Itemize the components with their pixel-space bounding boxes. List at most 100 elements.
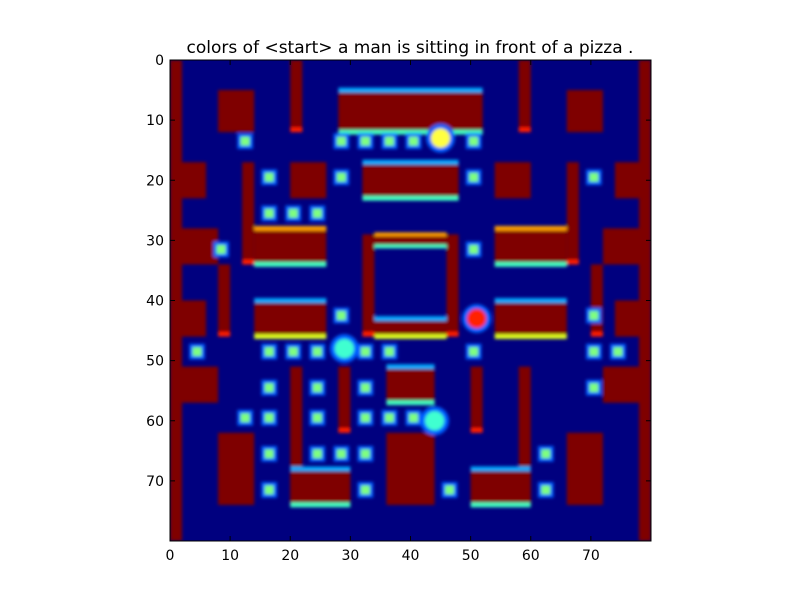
wall-edge-bottom [290, 502, 351, 508]
wall-block [590, 264, 603, 337]
wall-block [338, 90, 483, 133]
y-axis: 0 10 20 30 40 50 60 70 [146, 53, 651, 490]
wall-block [242, 162, 255, 265]
pellet [384, 413, 394, 423]
x-tick-label: 60 [522, 548, 540, 564]
y-tick-label: 0 [155, 53, 164, 69]
wall-block [374, 318, 447, 337]
wall-block [362, 234, 375, 337]
pellet [360, 413, 370, 423]
pellet [469, 136, 479, 146]
wall-edge-red [470, 427, 483, 433]
pellet [264, 485, 274, 495]
wall-block [386, 432, 435, 505]
wall-block [254, 300, 327, 337]
x-axis: 0 10 20 30 40 50 60 70 [166, 60, 600, 564]
pellet [336, 136, 346, 146]
pellet [445, 485, 455, 495]
y-tick-label: 60 [146, 414, 164, 430]
y-tick-label: 30 [146, 233, 164, 249]
sprite [334, 338, 354, 359]
x-tick-label: 10 [221, 548, 239, 564]
wall-edge-top [254, 225, 327, 231]
pellet [469, 347, 479, 357]
pellet [312, 413, 322, 423]
wall-edge-red [290, 127, 303, 133]
pellet [264, 449, 274, 459]
x-tick-label: 40 [402, 548, 420, 564]
pellet [264, 383, 274, 393]
wall-edge-red [338, 427, 351, 433]
wall-edge-top [470, 466, 531, 472]
wall-edge-top [386, 364, 435, 370]
pellet [589, 383, 599, 393]
sprite [430, 128, 451, 148]
pellet [216, 244, 226, 254]
sprite [424, 411, 445, 431]
x-tick-label: 70 [582, 548, 600, 564]
pellet [408, 413, 419, 423]
wall-edge-red [446, 331, 459, 337]
x-tick-label: 20 [281, 548, 299, 564]
wall-block [218, 90, 255, 133]
pellet [613, 347, 623, 357]
wall-edge-bottom [386, 400, 435, 406]
pellet [240, 413, 250, 423]
heatmap-image [170, 60, 651, 541]
pellet [469, 244, 479, 254]
pellet [384, 136, 394, 146]
wall-edge-red [218, 331, 231, 337]
pellet [360, 485, 370, 495]
pellet [312, 347, 322, 357]
pellet [589, 172, 599, 182]
pellet [264, 172, 274, 182]
pellet [336, 449, 346, 459]
wall-edge-red [242, 259, 255, 265]
pellet [469, 172, 479, 182]
wall-edge-top [374, 232, 447, 237]
sprite [467, 308, 487, 329]
wall-block [566, 162, 579, 265]
wall-block [566, 90, 603, 133]
wall-block [386, 366, 435, 403]
pellet [541, 485, 551, 495]
wall-block [362, 162, 459, 199]
pellet [360, 449, 370, 459]
pellet [264, 208, 274, 218]
wall-block [290, 60, 303, 133]
wall-block [446, 234, 459, 337]
pellet [312, 208, 322, 218]
wall-edge-top [374, 316, 447, 321]
wall-block [566, 432, 603, 505]
y-tick-label: 40 [146, 294, 164, 310]
x-tick-label: 50 [462, 548, 480, 564]
wall-block [182, 366, 219, 403]
x-tick-label: 0 [166, 548, 175, 564]
wall-block [254, 228, 327, 265]
pellet [589, 311, 599, 321]
wall-edge-red [590, 331, 603, 337]
pellet [192, 347, 202, 357]
x-tick-label: 30 [341, 548, 359, 564]
wall-edge-top [362, 159, 459, 165]
wall-edge-top [254, 298, 327, 303]
wall-block [614, 300, 639, 337]
pellet [312, 449, 322, 459]
heatmap-content [170, 60, 651, 541]
wall-block [494, 162, 531, 199]
y-tick-label: 10 [146, 113, 164, 129]
wall-block [182, 300, 207, 337]
pellet [264, 413, 274, 423]
wall-block [182, 162, 207, 199]
pellet [589, 347, 599, 357]
wall-edge-top [338, 87, 483, 93]
wall-edge-bottom [362, 195, 459, 201]
wall-edge-bottom [254, 334, 327, 339]
pellet [336, 311, 346, 321]
wall-block [290, 468, 351, 505]
pellet [360, 383, 370, 393]
wall-edge-bottom [254, 262, 327, 267]
wall-block [374, 234, 447, 247]
pellet [360, 347, 370, 357]
